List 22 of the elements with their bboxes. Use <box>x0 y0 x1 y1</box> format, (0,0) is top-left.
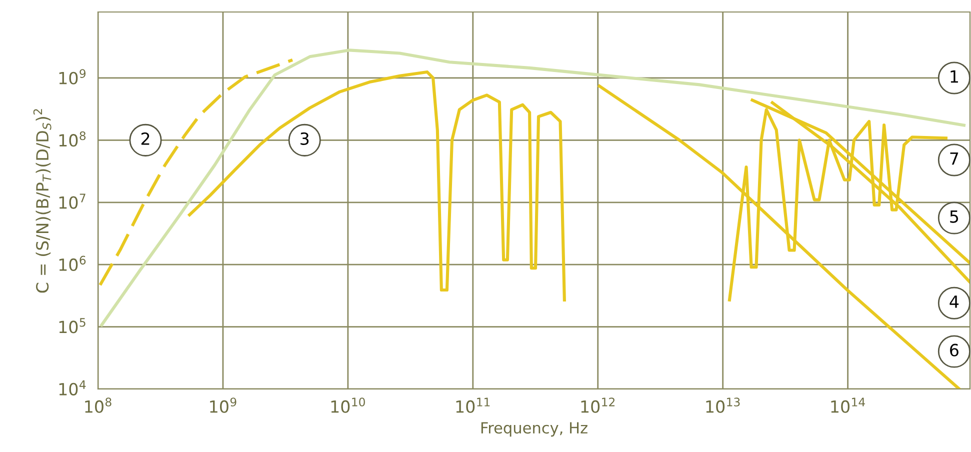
y-tick-label: 10$^{5}$ <box>59 318 86 334</box>
y-tick-label: 10$^{8}$ <box>59 131 86 147</box>
x-tick-label: 10$^{8}$ <box>85 398 112 413</box>
annotation: 7 <box>950 152 958 165</box>
x-axis-title: Frequency, Hz <box>481 422 588 437</box>
y-tick-label: 10$^{9}$ <box>59 69 86 84</box>
y-tick-label: 10$^{7}$ <box>59 194 86 209</box>
x-tick-label: 10$^{13}$ <box>706 398 740 413</box>
y-tick-label: 10$^{6}$ <box>59 256 86 272</box>
annotation: 4 <box>950 296 959 308</box>
x-tick-label: 10$^{14}$ <box>831 398 865 413</box>
annotation: 1 <box>950 70 958 83</box>
annotation: 2 <box>141 132 150 145</box>
annotation: 3 <box>300 132 309 146</box>
x-tick-label: 10$^{9}$ <box>210 398 236 413</box>
x-tick-label: 10$^{11}$ <box>456 398 490 413</box>
x-tick-label: 10$^{12}$ <box>581 398 615 413</box>
x-tick-label: 10$^{10}$ <box>331 398 365 413</box>
annotation: 5 <box>950 210 958 223</box>
y-axis-title: C = (S/N)(B/P$_{T}$)(D/D$_{S}$)$^{2}$ <box>33 109 52 293</box>
annotation: 6 <box>950 344 958 356</box>
y-tick-label: 10$^{4}$ <box>59 380 86 396</box>
